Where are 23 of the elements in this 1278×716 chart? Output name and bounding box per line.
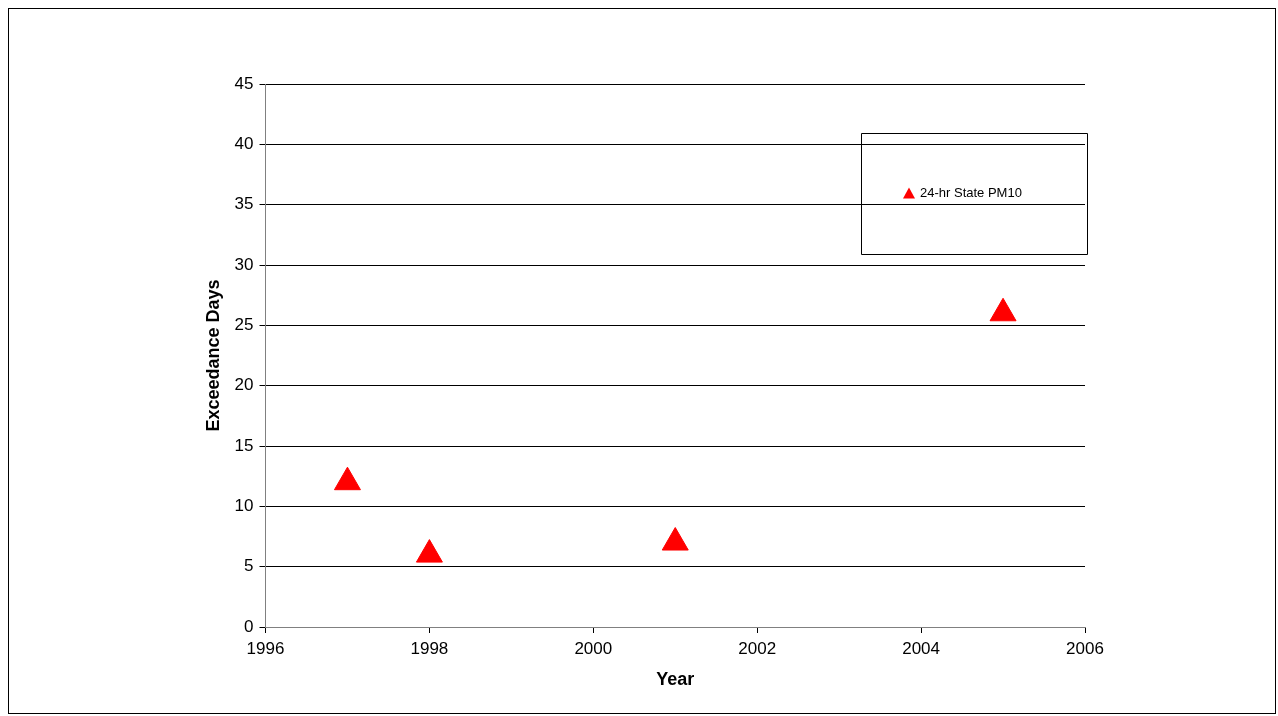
y-tick-label: 35 [234,194,254,214]
x-tick-label: 1998 [410,638,449,658]
x-axis-title: Year [656,669,695,690]
x-tick-label: 2002 [738,638,777,658]
point [661,527,689,551]
y-tick-label: 45 [234,73,254,93]
y-tick-label: 40 [234,134,254,154]
y-tick-label: 0 [244,616,254,636]
y-tick-label: 25 [234,315,254,335]
x-tick-label: 2000 [574,638,613,658]
y-tick-label: 15 [234,435,254,455]
point [333,466,361,491]
legend-label: 24-hr State PM10 [920,185,1022,201]
y-tick-label: 20 [234,375,254,395]
x-tick-label: 2006 [1066,638,1104,658]
x-tick-label: 2004 [902,638,941,658]
y-tick-label: 30 [234,254,254,274]
y-tick-label: 10 [234,496,254,516]
point [989,297,1017,322]
y-axis-title: Exceedance Days [202,279,223,432]
point [415,539,443,563]
y-tick-label: 5 [244,556,254,576]
x-tick-label: 1996 [246,638,285,658]
